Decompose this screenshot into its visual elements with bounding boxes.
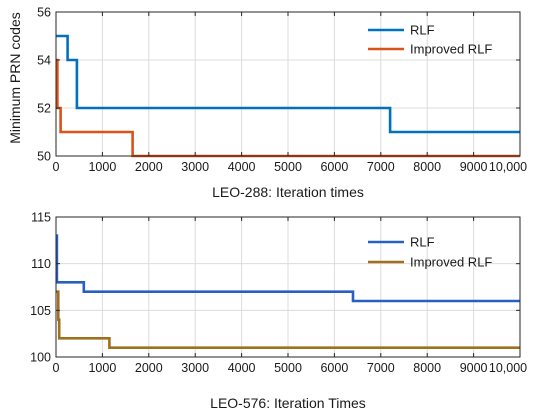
- top-grid: [56, 12, 520, 156]
- top-series-line-improved-rlf: [56, 58, 520, 158]
- bottom-x-tick-label: 9000: [460, 361, 488, 375]
- top-x-tick-label: 2000: [135, 160, 163, 174]
- bottom-x-tick-label: 5000: [274, 361, 302, 375]
- top-legend-label-improved-rlf: Improved RLF: [410, 42, 492, 57]
- bottom-chart-panel: 0 1000 2000 3000 4000 5000 6000 7000 8000 9000 10,…: [30, 211, 527, 412]
- top-legend-label-rlf: RLF: [410, 23, 435, 38]
- bottom-x-tick-label: 3000: [181, 361, 209, 375]
- top-x-tick-label: 7000: [367, 160, 395, 174]
- bottom-x-axis-label: LEO-576: Iteration Times: [210, 395, 366, 411]
- top-x-tick-label: 0: [53, 160, 60, 174]
- bottom-x-tick-label: 7000: [367, 361, 395, 375]
- bottom-x-tick-label: 2000: [135, 361, 163, 375]
- bottom-y-tick-label: 115: [31, 211, 51, 225]
- top-chart-panel: 0 1000 2000 3000 4000 5000 6000 7000 8000 9000 10,…: [37, 6, 527, 201]
- bottom-x-tick-label: 10,000: [489, 361, 527, 375]
- top-x-tick-label: 1000: [88, 160, 116, 174]
- top-x-tick-label: 3000: [181, 160, 209, 174]
- top-x-tick-label: 9000: [460, 160, 488, 174]
- bottom-x-tick-label: 6000: [320, 361, 348, 375]
- bottom-y-tick-label: 110: [31, 257, 51, 271]
- bottom-series: [55, 234, 520, 350]
- bottom-x-tick-label: 1000: [88, 361, 116, 375]
- bottom-legend-label-rlf: RLF: [410, 235, 435, 250]
- top-y-tick-label: 56: [37, 6, 51, 20]
- y-axis-label: Minimum PRN codes: [7, 12, 23, 143]
- top-y-tick-label: 52: [37, 102, 51, 116]
- top-legend: RLF Improved RLF: [368, 23, 492, 57]
- bottom-legend-label-improved-rlf: Improved RLF: [410, 255, 492, 270]
- bottom-series-line-improved-rlf: [56, 290, 520, 350]
- bottom-series-line-rlf: [55, 234, 520, 303]
- top-series: [56, 34, 520, 158]
- bottom-legend: RLF Improved RLF: [368, 235, 492, 270]
- top-x-tick-label: 10,000: [489, 160, 527, 174]
- top-ticks: 0 1000 2000 3000 4000 5000 6000 7000 8000 9000 10,…: [37, 6, 527, 175]
- top-y-tick-label: 54: [37, 54, 51, 68]
- top-x-tick-label: 6000: [320, 160, 348, 174]
- top-y-tick-label: 50: [37, 150, 51, 164]
- top-x-axis-label: LEO-288: Iteration times: [212, 184, 364, 200]
- bottom-x-tick-label: 4000: [228, 361, 256, 375]
- bottom-y-tick-label: 100: [30, 351, 51, 365]
- top-series-line-rlf: [56, 34, 520, 134]
- top-x-tick-label: 8000: [413, 160, 441, 174]
- bottom-grid: [56, 217, 520, 357]
- top-x-tick-label: 4000: [228, 160, 256, 174]
- top-x-tick-label: 5000: [274, 160, 302, 174]
- bottom-ticks: 0 1000 2000 3000 4000 5000 6000 7000 8000 9000 10,…: [30, 211, 527, 376]
- bottom-x-tick-label: 8000: [413, 361, 441, 375]
- bottom-x-tick-label: 0: [53, 361, 60, 375]
- bottom-y-tick-label: 105: [30, 304, 51, 318]
